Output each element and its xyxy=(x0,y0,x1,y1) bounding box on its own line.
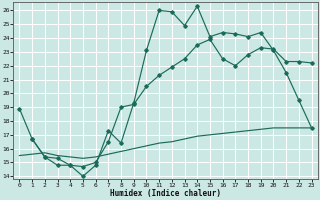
X-axis label: Humidex (Indice chaleur): Humidex (Indice chaleur) xyxy=(110,189,221,198)
